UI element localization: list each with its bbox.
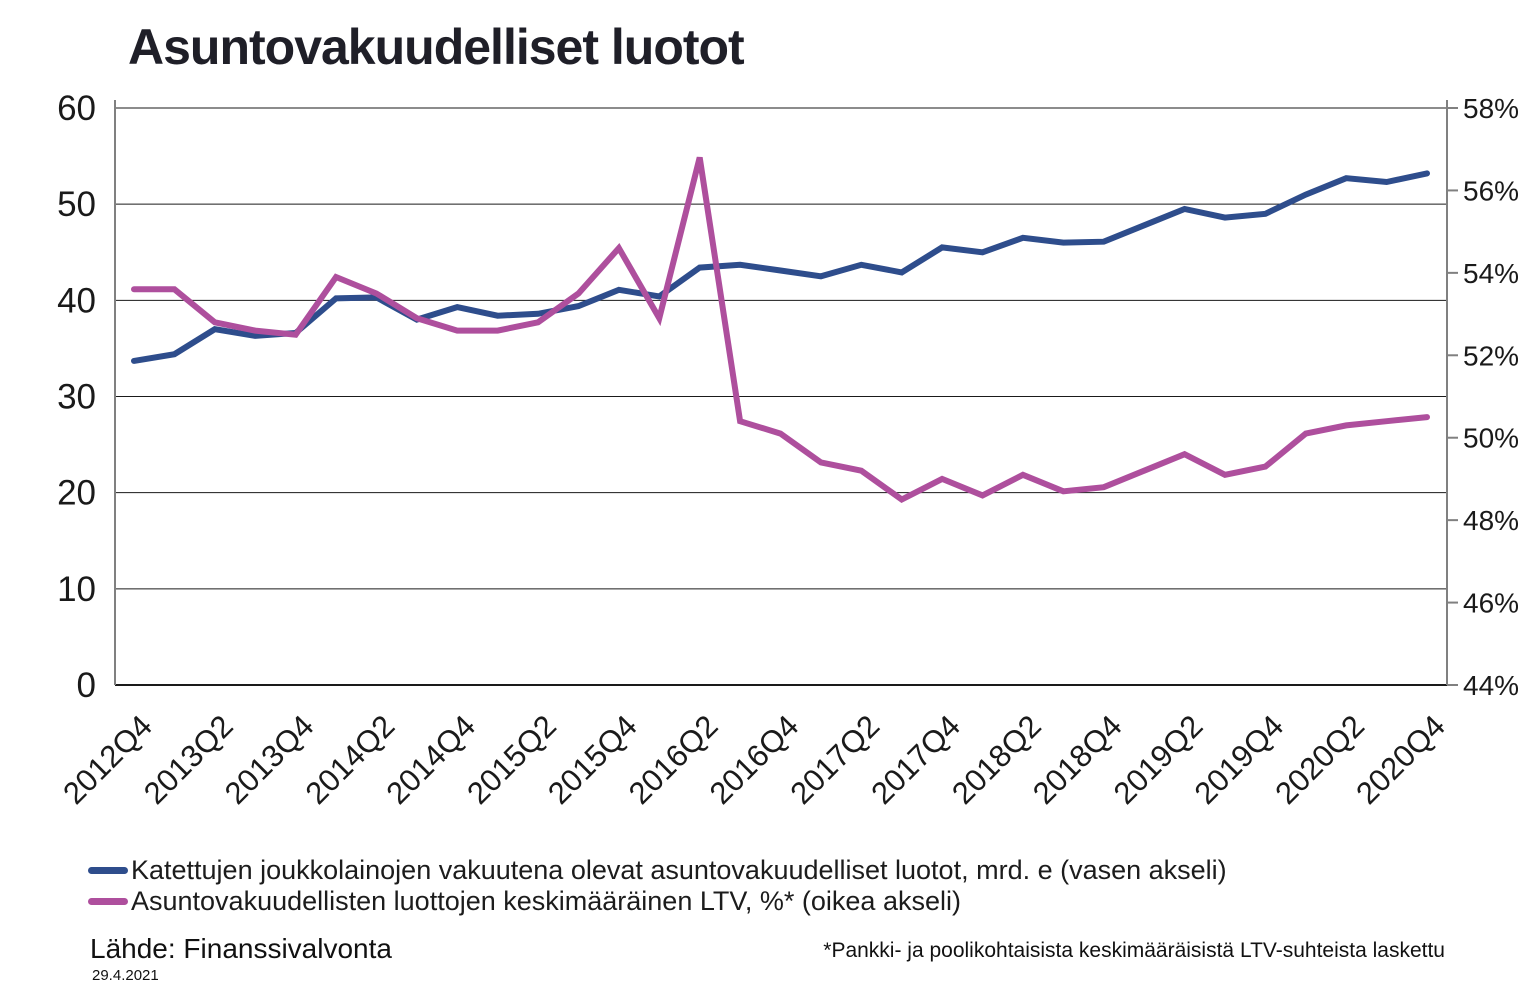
left-axis-tick-label: 50	[57, 185, 96, 224]
x-axis-tick-label: 2018Q4	[1026, 708, 1129, 811]
source-date: 29.4.2021	[92, 967, 159, 984]
x-axis-tick-label: 2013Q4	[218, 708, 321, 811]
page-title: Asuntovakuudelliset luotot	[128, 19, 745, 75]
left-axis-tick-label: 0	[77, 666, 96, 705]
x-axis-tick-label: 2013Q2	[137, 708, 240, 811]
x-axis-tick-label: 2014Q2	[299, 708, 402, 811]
footnote: *Pankki- ja poolikohtaisista keskimääräi…	[823, 939, 1445, 962]
right-axis-tick-label: 56%	[1463, 175, 1519, 206]
x-axis-tick-label: 2015Q4	[541, 708, 644, 811]
loans-line-swatch	[88, 867, 128, 874]
right-axis-tick-label: 58%	[1463, 93, 1519, 124]
legend: Katettujen joukkolainojen vakuutena olev…	[88, 855, 1227, 917]
left-axis-tick-label: 30	[57, 378, 96, 417]
legend-label-loans: Katettujen joukkolainojen vakuutena olev…	[131, 855, 1227, 885]
x-axis-tick-label: 2014Q4	[379, 708, 482, 811]
legend-label-ltv: Asuntovakuudellisten luottojen keskimäär…	[131, 886, 961, 916]
ltv-line	[131, 156, 1430, 503]
x-axis-tick-label: 2017Q2	[783, 708, 886, 811]
right-axis-tick-label: 44%	[1463, 670, 1519, 701]
right-axis-tick-label: 54%	[1463, 258, 1519, 289]
right-axis-tick-label: 50%	[1463, 423, 1519, 454]
right-axis-tick-label: 52%	[1463, 340, 1519, 371]
line-chart: 0 10 20 30 40 50 60 44% 46% 48% 50% 52% 54% 56% 58% 201…	[56, 89, 1519, 811]
right-axis-tick-label: 48%	[1463, 505, 1519, 536]
x-axis-tick-label: 2016Q4	[703, 708, 806, 811]
x-axis-tick-label: 2016Q2	[622, 708, 725, 811]
x-axis-tick-label: 2012Q4	[56, 708, 159, 811]
loans-line	[131, 170, 1430, 364]
legend-item-ltv: Asuntovakuudellisten luottojen keskimäär…	[88, 886, 1227, 917]
x-axis-tick-label: 2020Q2	[1268, 708, 1371, 811]
legend-item-loans: Katettujen joukkolainojen vakuutena olev…	[88, 855, 1227, 886]
right-axis-tick-label: 46%	[1463, 588, 1519, 619]
x-axis-tick-label: 2020Q4	[1349, 708, 1452, 811]
x-axis-tick-label: 2019Q4	[1188, 708, 1291, 811]
left-axis-tick-label: 40	[57, 281, 96, 320]
x-axis-tick-label: 2018Q2	[945, 708, 1048, 811]
x-axis-tick-label: 2017Q4	[864, 708, 967, 811]
left-axis-tick-label: 20	[57, 474, 96, 513]
ltv-line-swatch	[88, 898, 128, 905]
x-axis-tick-label: 2019Q2	[1107, 708, 1210, 811]
left-axis-tick-label: 10	[57, 570, 96, 609]
source-label: Lähde: Finanssivalvonta	[90, 933, 392, 964]
x-axis-tick-label: 2015Q2	[460, 708, 563, 811]
left-axis-tick-label: 60	[57, 89, 96, 128]
